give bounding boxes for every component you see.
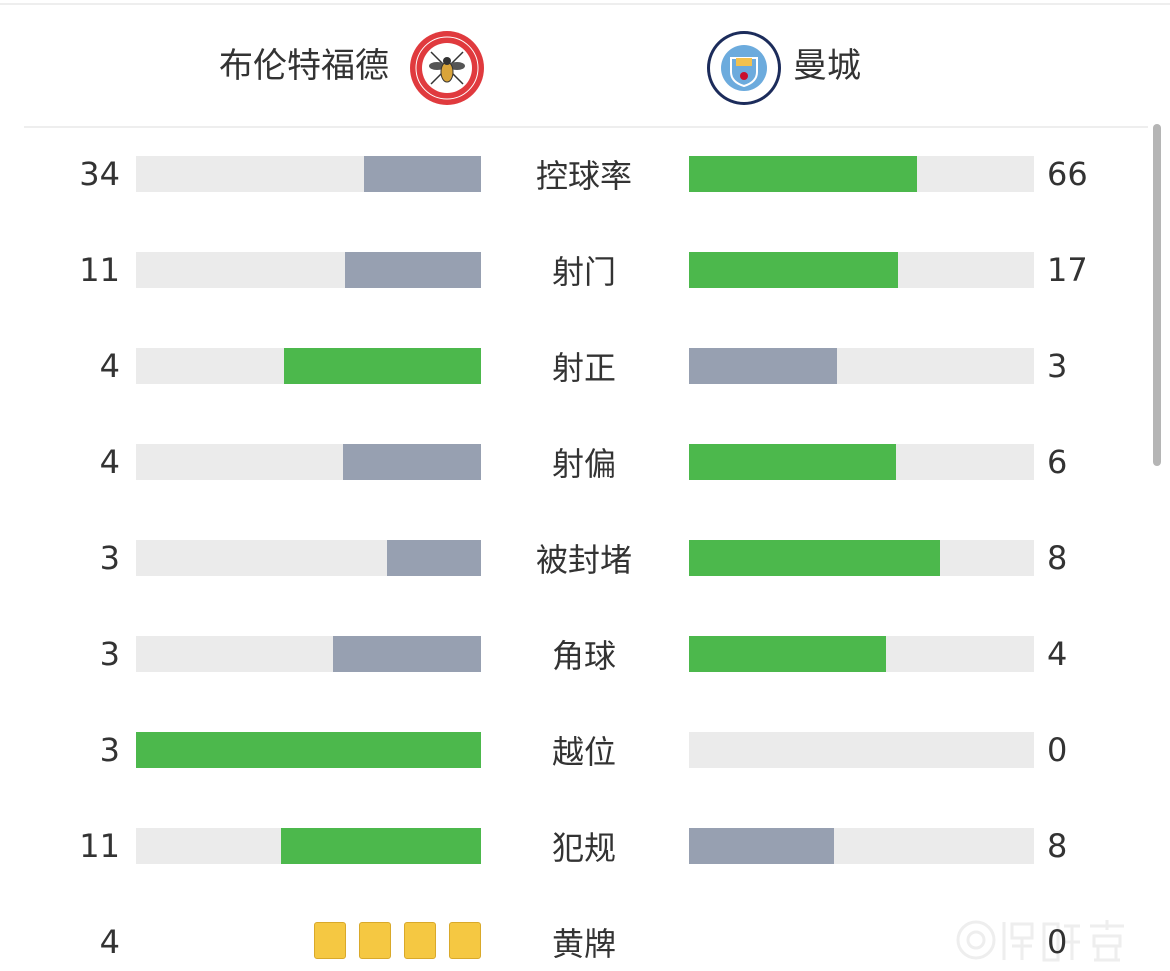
away-bar-track [689, 252, 1034, 288]
scrollbar[interactable] [1153, 124, 1161, 466]
home-team-name[interactable]: 布伦特福德 [219, 46, 389, 86]
away-bar-fill [689, 252, 899, 288]
home-bar-track [136, 348, 481, 384]
home-value: 3 [99, 731, 120, 769]
stat-row: 34 控球率 66 [0, 154, 1170, 195]
away-bar-track [689, 540, 1034, 576]
away-value: 6 [1047, 443, 1068, 481]
stat-label: 射门 [551, 253, 616, 291]
stat-row-yellow-cards: 4 黄牌 0 [0, 922, 1170, 963]
yellow-card-icon [449, 922, 481, 959]
away-value: 8 [1047, 827, 1068, 865]
home-bar-fill [345, 252, 481, 288]
home-bar-fill [136, 732, 481, 768]
home-bar-fill [283, 348, 481, 384]
yellow-card-icon [359, 922, 391, 959]
away-bar-track [689, 732, 1034, 768]
home-bar-track [136, 252, 481, 288]
away-value: 0 [1047, 731, 1068, 769]
home-bar-track [136, 828, 481, 864]
stat-label: 控球率 [535, 157, 632, 195]
away-value: 4 [1047, 635, 1068, 673]
home-bar-fill [281, 828, 481, 864]
home-value: 11 [79, 251, 120, 289]
stat-row: 11 犯规 8 [0, 826, 1170, 867]
home-bar-track [136, 156, 481, 192]
home-bar-fill [343, 444, 481, 480]
away-bar-fill [689, 636, 887, 672]
stat-row: 3 被封堵 8 [0, 538, 1170, 579]
home-value: 4 [99, 923, 120, 961]
home-bar-track [136, 732, 481, 768]
stat-label: 黄牌 [551, 925, 616, 963]
home-bar-fill [333, 636, 481, 672]
away-bar-fill [689, 828, 835, 864]
home-value: 3 [99, 539, 120, 577]
away-bar-track [689, 156, 1034, 192]
away-bar-track [689, 636, 1034, 672]
home-value: 4 [99, 347, 120, 385]
home-value: 3 [99, 635, 120, 673]
away-value: 8 [1047, 539, 1068, 577]
away-bar-fill [689, 540, 940, 576]
away-bar-fill [689, 348, 837, 384]
stat-row: 3 角球 4 [0, 634, 1170, 675]
home-value: 4 [99, 443, 120, 481]
stat-row: 4 射偏 6 [0, 442, 1170, 483]
stat-label: 射正 [551, 349, 616, 387]
stat-label: 犯规 [551, 829, 616, 867]
away-team-name[interactable]: 曼城 [793, 46, 861, 86]
yellow-card-icon [314, 922, 346, 959]
stat-row: 4 射正 3 [0, 346, 1170, 387]
away-value: 66 [1047, 155, 1088, 193]
stat-label: 被封堵 [535, 541, 632, 579]
away-bar-track [689, 828, 1034, 864]
man-city-logo[interactable] [706, 30, 782, 106]
away-bar-fill [689, 444, 896, 480]
top-divider [0, 3, 1170, 5]
stat-row: 3 越位 0 [0, 730, 1170, 771]
stat-label: 射偏 [551, 445, 616, 483]
home-bar-track [136, 444, 481, 480]
stat-label: 角球 [551, 637, 616, 675]
home-bar-fill [363, 156, 481, 192]
away-bar-fill [689, 156, 917, 192]
away-bar-track [689, 444, 1034, 480]
away-bar-track [689, 348, 1034, 384]
watermark-logo [956, 920, 1124, 962]
home-bar-track [136, 636, 481, 672]
stat-label: 越位 [551, 733, 616, 771]
home-value: 11 [79, 827, 120, 865]
away-value: 0 [1047, 923, 1068, 961]
brentford-logo[interactable] [409, 30, 485, 106]
home-bar-track [136, 540, 481, 576]
header-divider [24, 126, 1148, 128]
home-value: 34 [79, 155, 120, 193]
home-bar-fill [386, 540, 481, 576]
away-value: 17 [1047, 251, 1088, 289]
away-value: 3 [1047, 347, 1068, 385]
stat-row: 11 射门 17 [0, 250, 1170, 291]
yellow-card-icon [404, 922, 436, 959]
